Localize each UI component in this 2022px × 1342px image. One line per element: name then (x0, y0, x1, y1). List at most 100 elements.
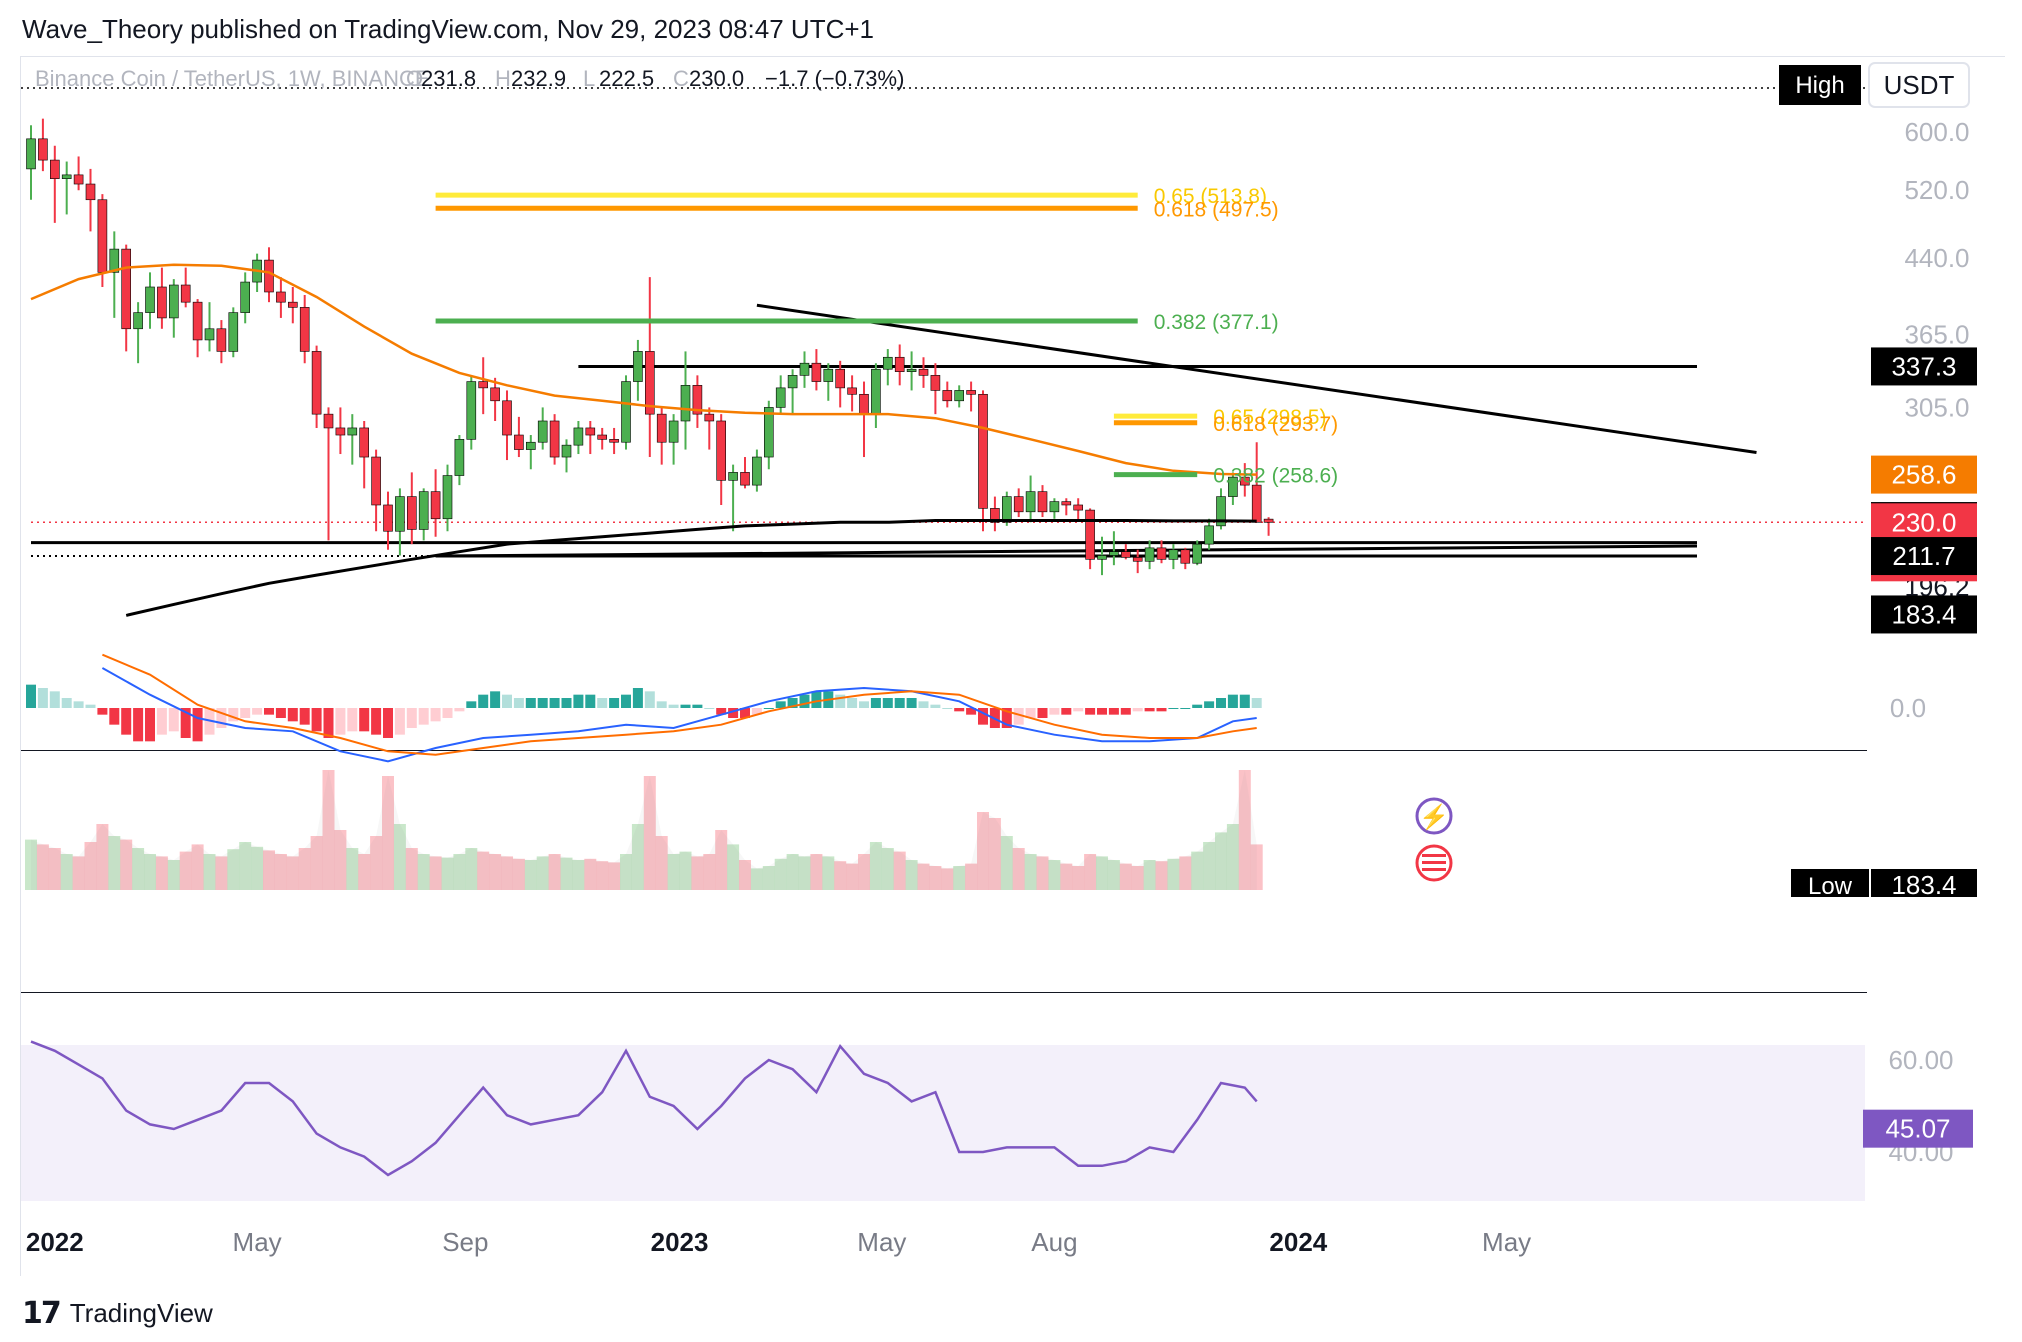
candle-body[interactable] (561, 444, 572, 458)
candle-body[interactable] (621, 381, 631, 443)
candle-body[interactable] (1180, 549, 1191, 564)
candle-body[interactable] (26, 138, 36, 170)
candle-body[interactable] (787, 375, 798, 389)
candle-body[interactable] (978, 393, 988, 509)
candle-body[interactable] (61, 174, 72, 179)
candle-body[interactable] (597, 434, 608, 440)
candle-body[interactable] (287, 301, 298, 308)
candle-body[interactable] (549, 420, 560, 458)
rsi-line[interactable] (30, 1040, 1258, 1177)
trendline-1[interactable] (435, 544, 1698, 558)
candle-body[interactable] (311, 351, 322, 415)
candle-body[interactable] (359, 427, 370, 458)
currency-button[interactable] (1868, 62, 1970, 108)
candle-body[interactable] (1061, 501, 1072, 506)
candle-body[interactable] (811, 362, 822, 382)
candle-body[interactable] (763, 407, 774, 458)
candle-body[interactable] (1085, 509, 1095, 560)
candle-body[interactable] (121, 248, 131, 330)
macd-signal-line[interactable] (102, 653, 1257, 756)
candle-body[interactable] (418, 491, 429, 530)
candle-body[interactable] (347, 427, 358, 436)
candle-body[interactable] (228, 312, 239, 352)
candle-body[interactable] (1156, 547, 1167, 560)
candle-body[interactable] (1121, 551, 1131, 558)
candle-body[interactable] (990, 508, 1000, 523)
candle-body[interactable] (1228, 476, 1238, 497)
candle-body[interactable] (740, 472, 750, 486)
candle-body[interactable] (1192, 543, 1202, 564)
candle-body[interactable] (775, 387, 786, 408)
candle-body[interactable] (1109, 551, 1119, 556)
ema200-line[interactable] (125, 519, 1257, 617)
chart-canvas[interactable]: 0.65 (513.8)0.618 (497.5) 0.382 (377.1) 0.… (21, 57, 2006, 1277)
candle-body[interactable] (38, 138, 48, 161)
lightning-event-icon[interactable] (1415, 797, 1453, 835)
candle-body[interactable] (204, 328, 215, 341)
candle-body[interactable] (109, 248, 120, 273)
candle-body[interactable] (442, 475, 453, 520)
candle-body[interactable] (1073, 504, 1083, 511)
tradingview-logo-icon[interactable]: 17 (22, 1296, 62, 1331)
macd-line[interactable] (101, 667, 1257, 763)
candle-body[interactable] (966, 390, 976, 395)
candle-body[interactable] (276, 291, 286, 303)
footer-brand[interactable]: TradingView (69, 1298, 213, 1328)
candle-body[interactable] (1263, 518, 1274, 523)
candle-body[interactable] (180, 284, 191, 303)
candle-body[interactable] (871, 368, 881, 415)
candle-body[interactable] (490, 387, 500, 402)
candle-body[interactable] (454, 439, 465, 476)
candle-body[interactable] (1132, 557, 1143, 562)
candle-body[interactable] (145, 286, 155, 313)
candle-body[interactable] (1216, 496, 1226, 527)
candle-body[interactable] (954, 390, 965, 402)
candle-body[interactable] (704, 413, 715, 422)
candle-body[interactable] (73, 174, 84, 185)
candle-body[interactable] (1001, 496, 1012, 523)
candle-body[interactable] (1097, 555, 1107, 560)
candle-body[interactable] (323, 413, 334, 429)
candle-body[interactable] (466, 381, 477, 440)
candle-body[interactable] (216, 328, 227, 352)
candle-body[interactable] (49, 159, 60, 179)
candle-body[interactable] (383, 504, 393, 532)
candle-body[interactable] (97, 199, 108, 273)
candle-body[interactable] (716, 420, 727, 481)
trendline-0[interactable] (756, 303, 1757, 455)
candle-body[interactable] (585, 427, 596, 436)
candle-body[interactable] (1204, 525, 1214, 545)
candle-body[interactable] (668, 420, 679, 443)
chart-frame[interactable]: 0.65 (513.8) 0.618 (497.5) 0.382 (377.1) 0.… (20, 56, 2006, 1277)
candle-body[interactable] (1013, 496, 1024, 513)
candle-body[interactable] (299, 307, 310, 352)
candle-body[interactable] (906, 368, 917, 372)
candle-body[interactable] (502, 400, 512, 436)
candle-body[interactable] (1240, 476, 1250, 486)
candle-body[interactable] (85, 183, 96, 201)
candle-body[interactable] (930, 375, 941, 391)
candle-body[interactable] (656, 413, 667, 443)
candle-body[interactable] (264, 259, 274, 293)
candle-body[interactable] (823, 368, 834, 382)
candle-body[interactable] (335, 427, 346, 436)
candle-body[interactable] (692, 385, 703, 415)
candle-body[interactable] (1168, 549, 1179, 560)
candle-body[interactable] (406, 496, 417, 530)
candle-body[interactable] (1144, 547, 1155, 562)
candle-body[interactable] (752, 456, 762, 486)
candle-body[interactable] (1037, 491, 1048, 513)
candle-body[interactable] (133, 312, 143, 330)
candle-body[interactable] (478, 381, 489, 389)
candle-body[interactable] (644, 351, 655, 415)
candle-body[interactable] (1025, 491, 1036, 513)
candle-body[interactable] (240, 281, 250, 313)
candle-body[interactable] (169, 284, 179, 319)
candle-body[interactable] (882, 356, 893, 370)
candle-body[interactable] (835, 368, 846, 389)
candle-body[interactable] (430, 491, 441, 520)
candle-body[interactable] (894, 356, 905, 372)
candle-body[interactable] (799, 362, 810, 376)
candle-body[interactable] (514, 434, 524, 450)
candle-body[interactable] (1251, 484, 1262, 523)
